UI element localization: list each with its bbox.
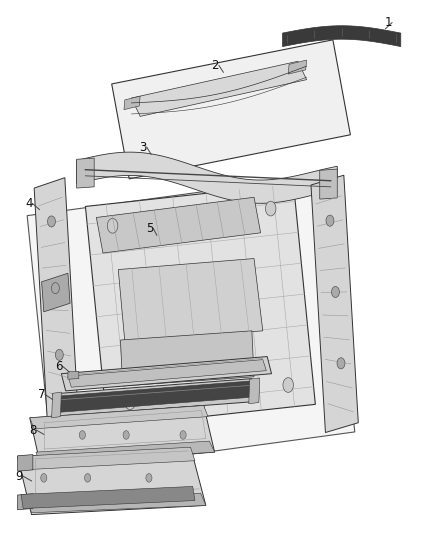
Circle shape: [55, 349, 63, 360]
Polygon shape: [68, 372, 79, 379]
Polygon shape: [96, 197, 261, 253]
Polygon shape: [34, 177, 78, 421]
Polygon shape: [21, 487, 195, 508]
Polygon shape: [77, 152, 337, 203]
Circle shape: [180, 431, 186, 439]
Polygon shape: [311, 175, 358, 432]
Polygon shape: [30, 406, 215, 464]
Polygon shape: [77, 158, 94, 188]
Text: 6: 6: [55, 360, 63, 373]
Circle shape: [283, 378, 293, 392]
Text: 5: 5: [146, 222, 153, 235]
Circle shape: [125, 395, 135, 409]
Text: 3: 3: [139, 141, 147, 154]
Polygon shape: [120, 331, 254, 386]
Circle shape: [337, 358, 345, 369]
Polygon shape: [283, 26, 401, 46]
Polygon shape: [18, 447, 206, 515]
Circle shape: [326, 215, 334, 226]
Polygon shape: [27, 493, 206, 513]
Circle shape: [107, 219, 118, 233]
Text: 1: 1: [385, 16, 392, 29]
Polygon shape: [124, 96, 140, 110]
Polygon shape: [55, 381, 254, 413]
Text: 9: 9: [15, 470, 23, 482]
Polygon shape: [61, 357, 272, 391]
Polygon shape: [53, 378, 258, 417]
Polygon shape: [320, 169, 337, 199]
Polygon shape: [52, 392, 61, 418]
Polygon shape: [112, 40, 350, 179]
Circle shape: [265, 201, 276, 216]
Text: 8: 8: [29, 424, 36, 437]
Polygon shape: [42, 273, 70, 312]
Polygon shape: [36, 441, 215, 463]
Polygon shape: [85, 184, 315, 427]
Polygon shape: [118, 259, 263, 342]
Circle shape: [52, 282, 60, 294]
Polygon shape: [288, 60, 307, 74]
Polygon shape: [68, 360, 266, 387]
Text: 4: 4: [25, 197, 32, 210]
Circle shape: [41, 474, 47, 482]
Polygon shape: [27, 175, 355, 473]
Circle shape: [332, 286, 339, 297]
Circle shape: [146, 474, 152, 482]
Polygon shape: [131, 61, 307, 116]
Polygon shape: [18, 494, 33, 510]
Polygon shape: [18, 447, 195, 470]
Circle shape: [123, 431, 129, 439]
Polygon shape: [30, 406, 208, 429]
Polygon shape: [18, 455, 33, 471]
Circle shape: [85, 474, 91, 482]
Text: 2: 2: [212, 59, 219, 72]
Circle shape: [47, 216, 55, 227]
Circle shape: [79, 431, 85, 439]
Text: 7: 7: [38, 388, 45, 401]
Polygon shape: [249, 378, 260, 403]
